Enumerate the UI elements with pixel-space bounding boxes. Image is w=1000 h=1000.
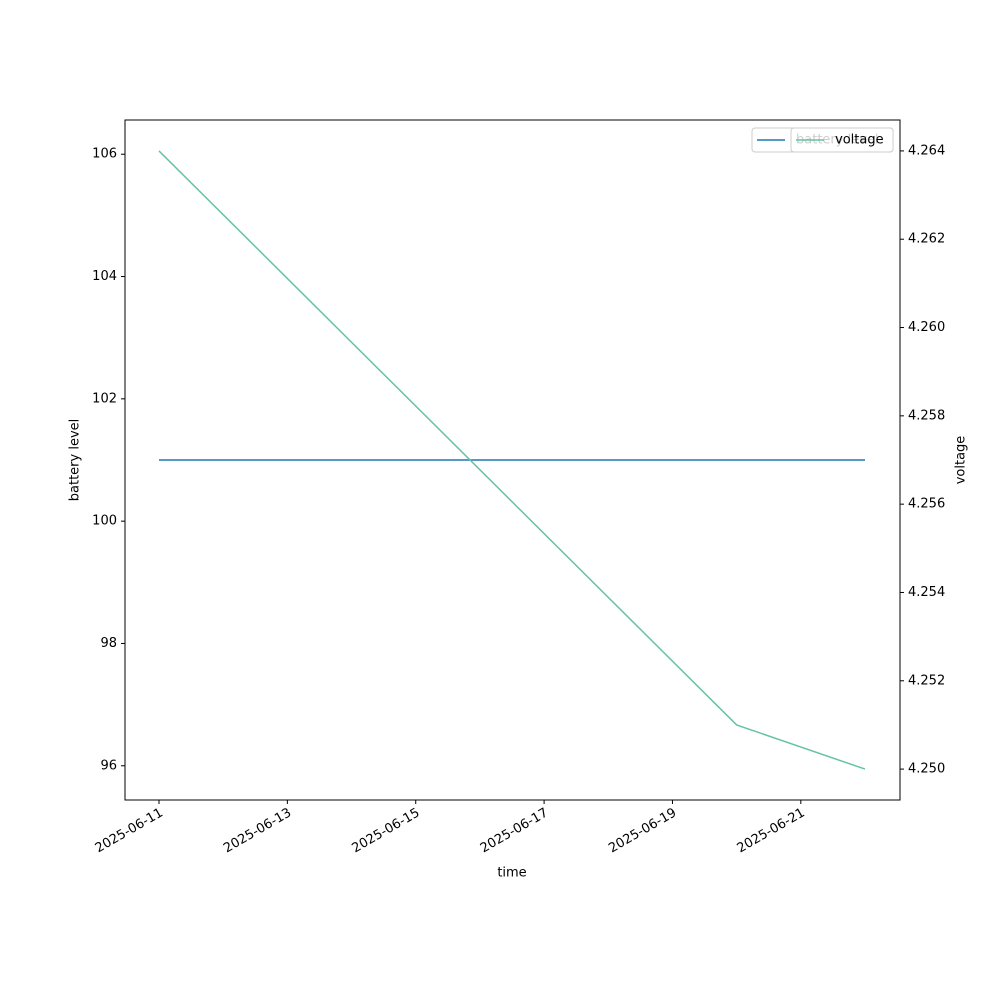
y2-axis-label: voltage: [954, 436, 969, 485]
x-tick-label: 2025-06-11: [93, 806, 166, 857]
y2-tick-label: 4.258: [908, 408, 945, 423]
y2-tick-label: 4.256: [908, 497, 945, 512]
y-tick-label: 96: [100, 758, 117, 773]
x-tick-label: 2025-06-13: [221, 806, 294, 857]
y-tick-label: 102: [92, 391, 117, 406]
y2-tick-label: 4.262: [908, 232, 945, 247]
legend-box: [790, 127, 894, 153]
legend-label: voltage: [835, 133, 884, 148]
y-axis-label: battery level: [68, 419, 83, 502]
y2-tick-label: 4.250: [908, 762, 945, 777]
y2-tick-label: 4.264: [908, 143, 945, 158]
y-tick-label: 104: [92, 269, 117, 284]
y-tick-label: 100: [92, 514, 117, 529]
y2-tick-label: 4.252: [908, 673, 945, 688]
x-axis-label: time: [497, 866, 526, 881]
y-tick-label: 106: [92, 147, 117, 162]
x-tick-label: 2025-06-19: [606, 806, 679, 857]
y2-tick-label: 4.260: [908, 320, 945, 335]
plot-frame: [124, 119, 901, 801]
y-tick-label: 98: [100, 636, 117, 651]
x-tick-label: 2025-06-15: [350, 806, 423, 857]
x-tick-label: 2025-06-21: [735, 806, 808, 857]
y2-tick-label: 4.254: [908, 585, 945, 600]
series-line: [158, 150, 866, 770]
x-tick-label: 2025-06-17: [478, 806, 551, 857]
